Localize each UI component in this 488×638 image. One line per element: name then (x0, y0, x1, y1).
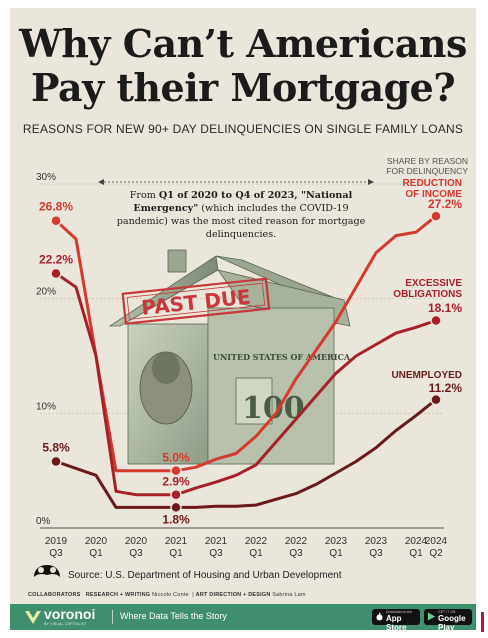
x-axis: 2019Q32020Q12020Q32021Q12021Q32022Q12022… (45, 536, 448, 559)
start-label: 22.2% (39, 252, 73, 266)
series-name: UNEMPLOYED (391, 370, 462, 381)
callout-part-1: From (129, 190, 159, 201)
app-store-small: Download on the (386, 610, 413, 614)
series-name: OF INCOME (405, 189, 462, 200)
series-name: EXCESSIVE (405, 278, 462, 289)
y-tick-label: 30% (36, 172, 56, 183)
headline-line-2: Pay their Mortgage? (30, 65, 456, 110)
y-tick-label: 0% (36, 516, 51, 527)
end-point (430, 314, 442, 327)
credits-research-name: Niccolo Conte (152, 592, 189, 598)
x-tick-year: 2023 (325, 536, 348, 547)
x-tick-year: 2021 (165, 536, 188, 547)
play-icon (427, 612, 436, 621)
series-line (54, 398, 438, 509)
share-note: SHARE BY REASON FOR DELINQUENCY (386, 156, 468, 176)
apple-icon (376, 612, 383, 621)
x-tick-year: 2019 (45, 536, 68, 547)
y-axis: 0% 10% 20% 30% (36, 172, 56, 527)
x-tick-year: 2022 (245, 536, 268, 547)
x-tick-quarter: Q3 (289, 548, 303, 559)
google-play-button[interactable]: GET IT ON Google Play (424, 609, 472, 630)
callout-bracket (98, 179, 374, 185)
low-point (170, 501, 182, 514)
x-tick-year: 2024 (425, 536, 448, 547)
start-label: 26.8% (39, 200, 73, 214)
credits-art-label: ART DIRECTION + DESIGN (195, 592, 271, 598)
headline: Why Can’t Americans Pay their Mortgage? (10, 22, 476, 110)
x-tick-quarter: Q3 (129, 548, 143, 559)
x-tick-quarter: Q1 (89, 548, 103, 559)
low-label: 5.0% (162, 451, 190, 465)
x-tick-year: 2020 (125, 536, 148, 547)
start-label: 5.8% (42, 440, 70, 454)
x-tick-year: 2021 (205, 536, 228, 547)
start-point (50, 214, 62, 227)
share-note-line-1: SHARE BY REASON (387, 156, 468, 166)
end-point (430, 393, 442, 406)
x-tick-year: 2022 (285, 536, 308, 547)
end-point (430, 210, 442, 222)
series-end-value: 27.2% (428, 197, 462, 211)
callout-text: From Q1 of 2020 to Q4 of 2023, "National… (110, 189, 372, 241)
low-point (170, 464, 182, 477)
series-name: REDUCTION (403, 178, 462, 189)
headline-line-1: Why Can’t Americans (19, 21, 467, 66)
low-point (170, 488, 182, 501)
callout-bold: Q1 of 2020 to Q4 of 2023, "National Emer… (133, 190, 353, 214)
callout-part-2: (which includes the COVID-19 pandemic) w… (116, 203, 366, 240)
x-tick-quarter: Q3 (209, 548, 223, 559)
series-end-value: 11.2% (429, 381, 463, 395)
y-tick-label: 10% (36, 401, 56, 412)
app-store-button[interactable]: Download on the App Store (372, 609, 420, 630)
x-tick-year: 2023 (365, 536, 388, 547)
subtitle: REASONS FOR NEW 90+ DAY DELINQUENCIES ON… (22, 122, 464, 136)
bill-text: UNITED STATES OF AMERICA (213, 352, 351, 362)
house-illustration: UNITED STATES OF AMERICA 100 PAST DUE (108, 249, 351, 465)
low-label: 2.9% (162, 475, 190, 489)
x-tick-quarter: Q2 (429, 548, 443, 559)
brand-sub: BY VISUAL CAPITALIST (44, 622, 87, 626)
mustache-icon (34, 565, 60, 577)
credits: COLLABORATORS RESEARCH + WRITING Niccolo… (28, 592, 306, 598)
x-tick-quarter: Q3 (49, 548, 63, 559)
x-tick-year: 2020 (85, 536, 108, 547)
start-point (50, 455, 62, 468)
x-tick-quarter: Q1 (169, 548, 183, 559)
tagline: Where Data Tells the Story (120, 611, 227, 621)
x-tick-quarter: Q1 (249, 548, 263, 559)
x-tick-quarter: Q1 (329, 548, 343, 559)
series-line (54, 214, 438, 473)
x-tick-quarter: Q3 (369, 548, 383, 559)
credits-collaborators: COLLABORATORS (28, 592, 81, 598)
google-play-label: Google Play (438, 614, 466, 630)
series-name: OBLIGATIONS (393, 289, 462, 300)
voronoi-logo-icon (25, 611, 41, 624)
credits-art-name: Sabrina Lam (272, 592, 306, 598)
series-line (54, 271, 438, 497)
footer-bar: voronoi BY VISUAL CAPITALIST Where Data … (10, 604, 476, 630)
credits-research-label: RESEARCH + WRITING (85, 592, 151, 598)
share-note-line-2: FOR DELINQUENCY (386, 166, 468, 176)
series-end-value: 18.1% (428, 301, 462, 315)
x-tick-year: 2024 (405, 536, 428, 547)
low-label: 1.8% (162, 512, 190, 526)
source-note: Source: U.S. Department of Housing and U… (68, 570, 342, 581)
y-tick-label: 20% (36, 287, 56, 298)
line-chart: 0%10%20%30% 2019Q32020Q12020Q32021Q12021… (36, 156, 468, 559)
x-tick-quarter: Q1 (409, 548, 423, 559)
start-point (50, 267, 62, 280)
infographic-card: Why Can’t Americans Pay their Mortgage? … (10, 8, 476, 630)
edge-accent (481, 612, 484, 632)
google-play-small: GET IT ON (438, 610, 456, 614)
brand-name: voronoi (44, 606, 96, 622)
app-store-label: App Store (386, 614, 407, 630)
footer-divider (112, 610, 113, 624)
